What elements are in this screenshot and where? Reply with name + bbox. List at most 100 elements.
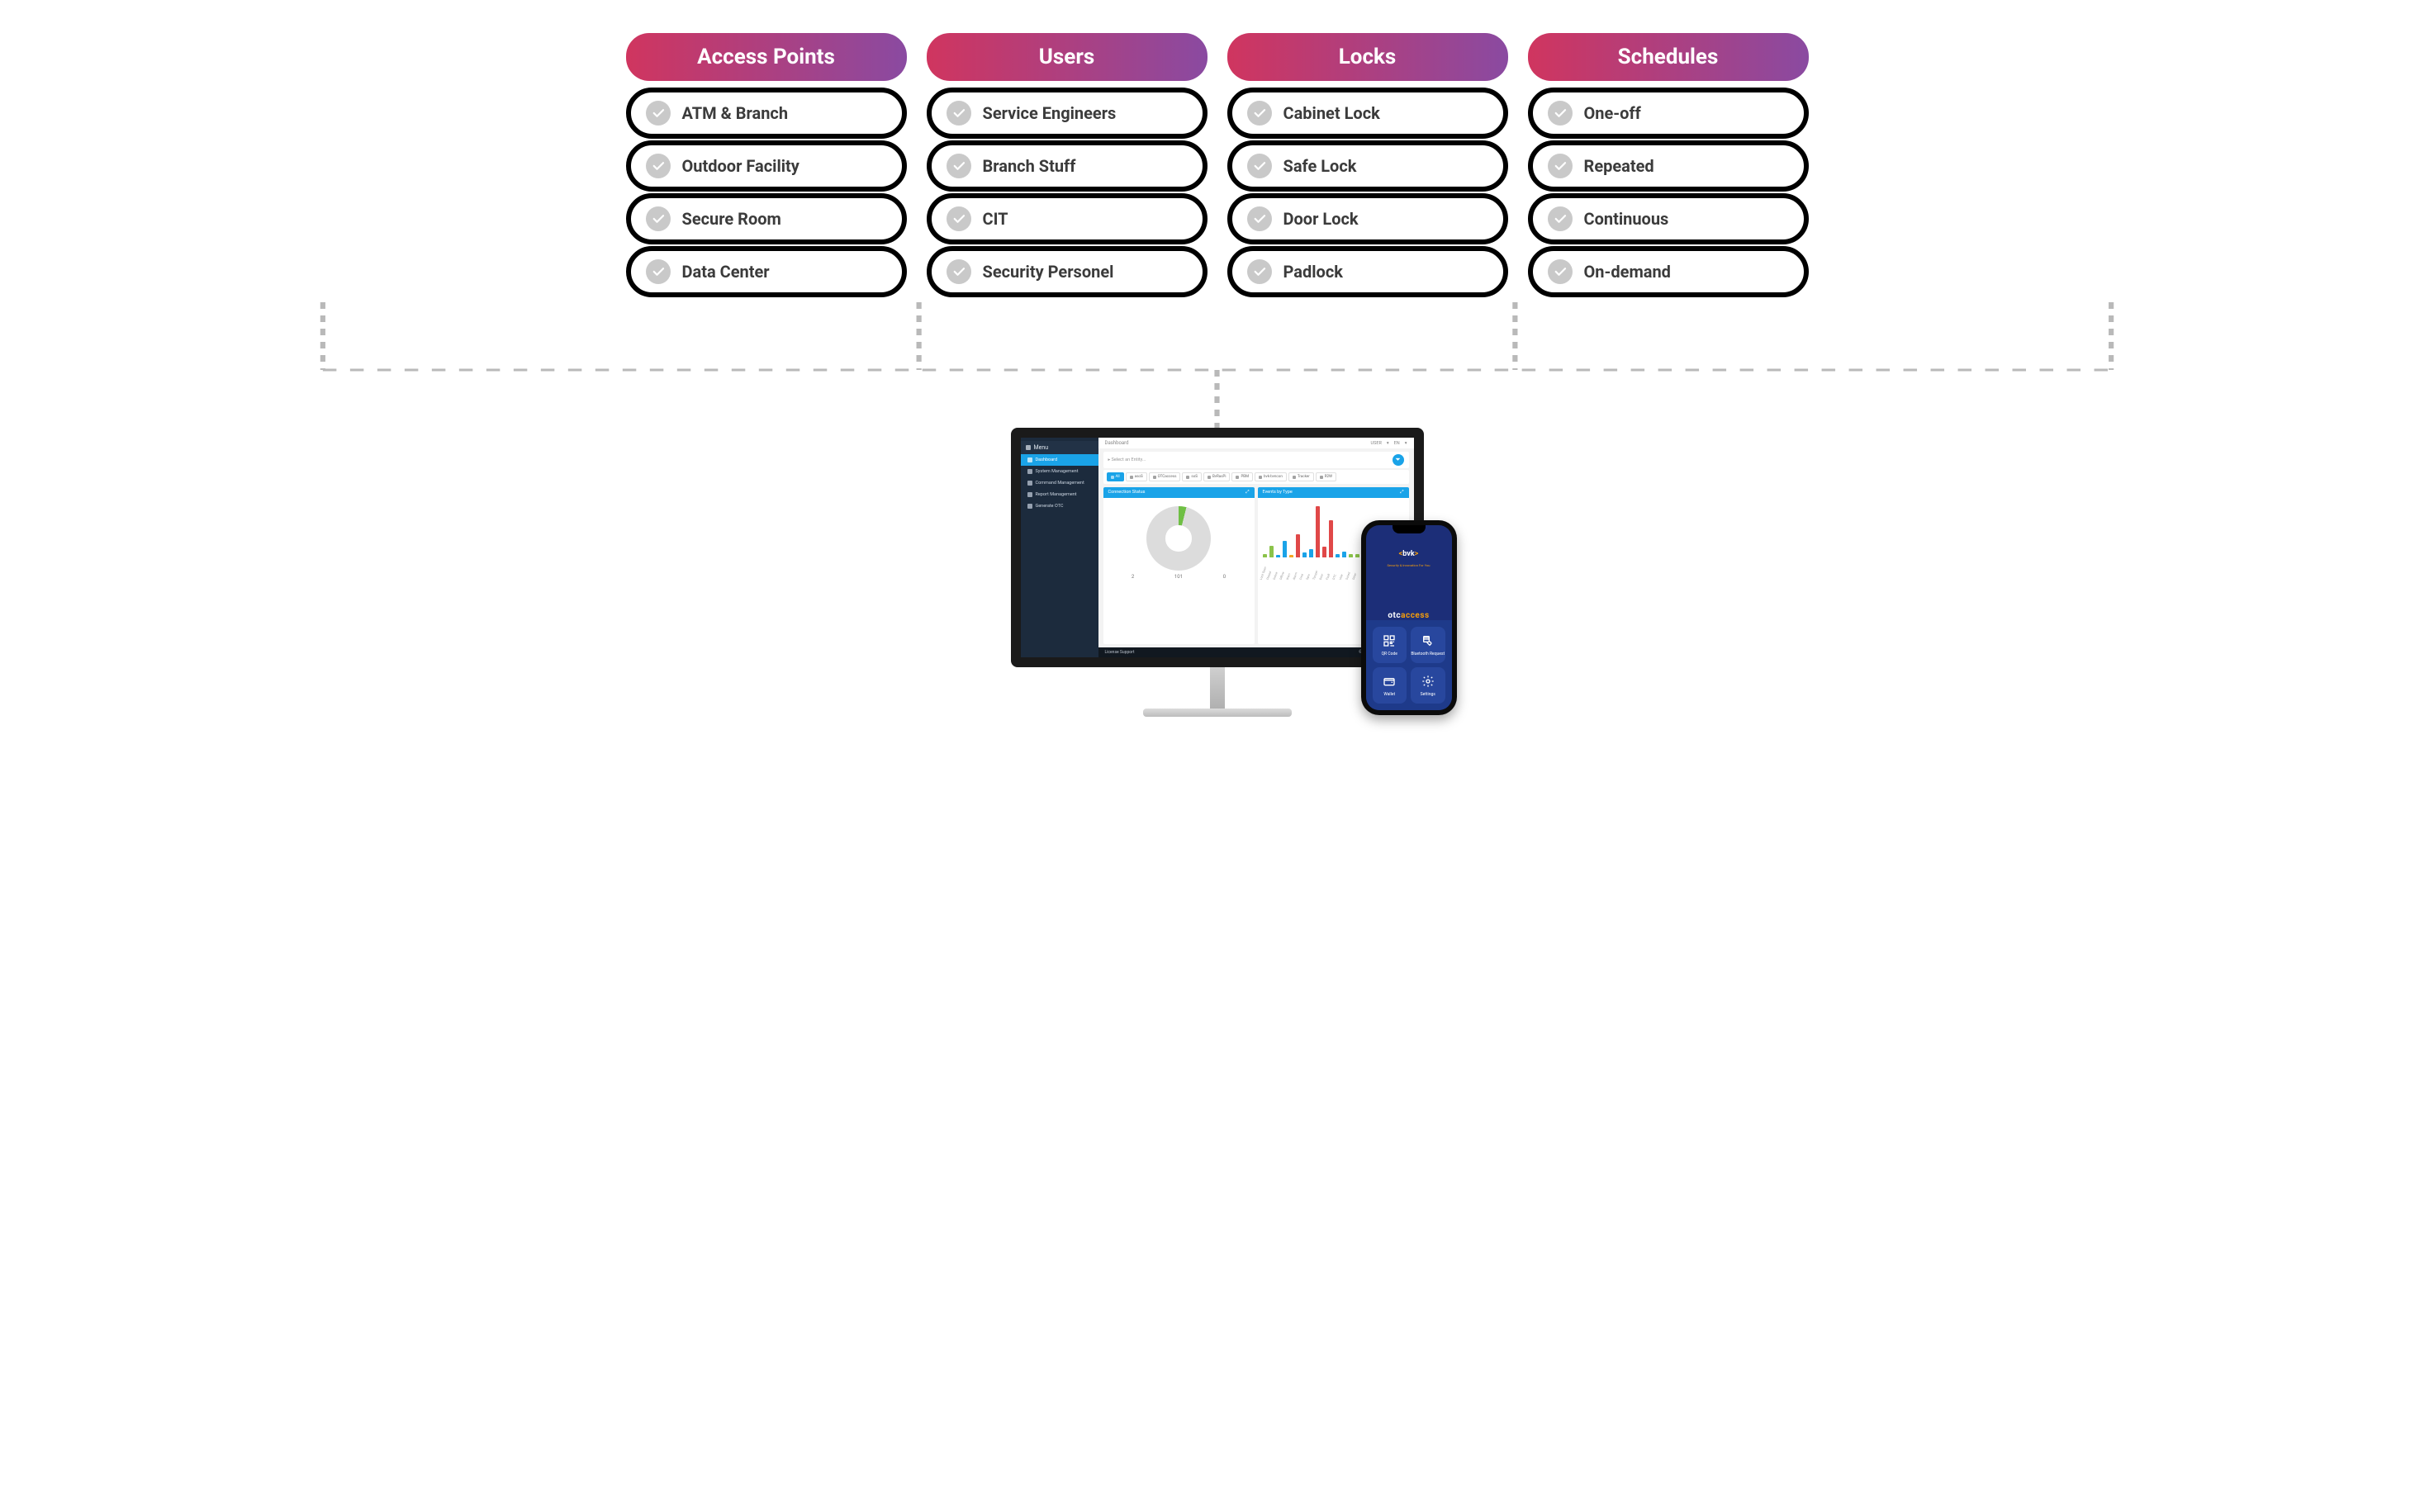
entity-placeholder: Select an Entity... [1112,457,1146,462]
sidebar-item-icon [1027,469,1032,474]
filter-tab-icon [1153,476,1156,479]
entity-selector[interactable]: ▸ Select an Entity... ⏷ [1103,452,1409,468]
filter-tab[interactable]: PBM [1231,472,1253,481]
event-bar [1302,552,1307,557]
filter-tab-label: bvk-bvncon [1264,475,1283,479]
event-bar [1355,554,1359,557]
connection-count: 2 [1132,574,1134,580]
sidebar-item[interactable]: Generate OTC [1021,500,1098,512]
qr-icon [1383,634,1396,649]
pill-item: ATM & Branch [626,88,907,139]
sidebar-item-label: Dashboard [1036,457,1058,462]
devices-mockup: Menu Dashboard System ManagementCommand M… [25,428,2409,725]
sidebar-item[interactable]: System Management [1021,466,1098,477]
filter-tabs: All asoS OTCaccess soS BvRasPi PBM bvk-bvncon T… [1103,470,1409,484]
check-icon [1548,259,1573,284]
event-bar [1329,520,1333,557]
check-icon [1548,101,1573,126]
app-tile-grid: QR Code Bluetooth Request Wallet Settings [1366,620,1452,710]
app-tile-wallet[interactable]: Wallet [1373,667,1407,704]
event-bar [1283,541,1287,557]
filter-tab[interactable]: R2W [1316,472,1336,481]
event-bar [1296,534,1300,557]
pill-label: Service Engineers [983,103,1117,123]
connection-counts: 2 101 0 [1107,574,1251,580]
pill-item: Secure Room [626,193,907,244]
filter-tab[interactable]: asoS [1126,472,1147,481]
filter-tab-icon [1111,476,1114,479]
app-tile-touch[interactable]: Bluetooth Request [1411,627,1445,663]
sidebar-item[interactable]: Dashboard [1021,454,1098,466]
sidebar-item[interactable]: Report Management [1021,489,1098,500]
event-bar [1336,554,1340,557]
connection-count: 0 [1223,574,1226,580]
filter-tab-label: PBM [1241,475,1249,479]
pill-label: One-off [1584,103,1641,123]
filter-tab-icon [1259,476,1262,479]
pill-label: Branch Stuff [983,156,1076,176]
filter-tab-label: soS [1191,475,1198,479]
event-bar [1269,546,1274,557]
column-header: Schedules [1528,33,1809,81]
menu-icon [1026,445,1031,450]
check-icon [947,101,971,126]
app-tile-label: Wallet [1383,692,1395,697]
filter-tab-icon [1208,476,1211,479]
filter-button[interactable]: ⏷ [1393,454,1404,466]
phone-screen: <bvk> Security & Innovation For You otca… [1366,525,1452,710]
filter-tab[interactable]: OTCaccess [1149,472,1181,481]
dashboard-topbar: Dashboard USER ▾ EN ▾ [1098,438,1414,448]
pill-label: CIT [983,209,1008,229]
dashboard-screen: Menu Dashboard System ManagementCommand M… [1021,438,1414,657]
gear-icon [1421,675,1435,690]
pill-label: Safe Lock [1283,156,1357,176]
app-tile-qr[interactable]: QR Code [1373,627,1407,663]
sidebar-item-icon [1027,504,1032,509]
column-header: Access Points [626,33,907,81]
check-icon [646,206,671,231]
connection-count: 101 [1174,574,1183,580]
pill-label: On-demand [1584,262,1671,282]
expand-icon[interactable]: ⤢ [1400,490,1403,495]
breadcrumb: Dashboard [1105,440,1129,446]
topbar-lang: EN [1394,441,1400,446]
check-icon [1247,101,1272,126]
sidebar-header: Menu [1021,441,1098,454]
filter-tab[interactable]: All [1107,472,1124,481]
filter-tab-label: BvRasPi [1212,475,1226,479]
filter-tab-label: OTCaccess [1158,475,1177,479]
pill-item: One-off [1528,88,1809,139]
app-tile-gear[interactable]: Settings [1411,667,1445,704]
filter-tab[interactable]: bvk-bvncon [1255,472,1287,481]
app-tile-label: QR Code [1382,652,1397,656]
mobile-phone: <bvk> Security & Innovation For You otca… [1361,520,1457,715]
sidebar-item[interactable]: Command Management [1021,477,1098,489]
filter-tab-label: All [1116,475,1120,479]
pill-label: Data Center [682,262,770,282]
pill-item: On-demand [1528,246,1809,297]
connection-pie-chart [1146,506,1211,571]
filter-tab-icon [1320,476,1323,479]
event-bar [1263,554,1267,557]
sidebar-title: Menu [1034,444,1049,451]
column-schedules: SchedulesOne-offRepeatedContinuousOn-dem… [1528,33,1809,299]
filter-tab[interactable]: BvRasPi [1203,472,1230,481]
dashboard-sidebar: Menu Dashboard System ManagementCommand M… [1021,438,1098,657]
pill-label: Security Personel [983,262,1114,282]
topbar-user: USER [1371,441,1382,446]
check-icon [947,206,971,231]
app-name: otcaccess [1366,611,1452,620]
filter-tab[interactable]: soS [1182,472,1202,481]
filter-tab[interactable]: Tracker [1288,472,1314,481]
check-icon [1247,206,1272,231]
sidebar-item-icon [1027,492,1032,497]
pill-label: Padlock [1283,262,1343,282]
sidebar-item-label: Generate OTC [1036,504,1064,509]
pill-item: Continuous [1528,193,1809,244]
sidebar-item-icon [1027,457,1032,462]
column-users: Users Service Engineers Branch Stuff CIT Sec… [927,33,1208,299]
column-header: Locks [1227,33,1508,81]
filter-tab-icon [1130,476,1133,479]
column-header: Users [927,33,1208,81]
expand-icon[interactable]: ⤢ [1245,490,1249,495]
